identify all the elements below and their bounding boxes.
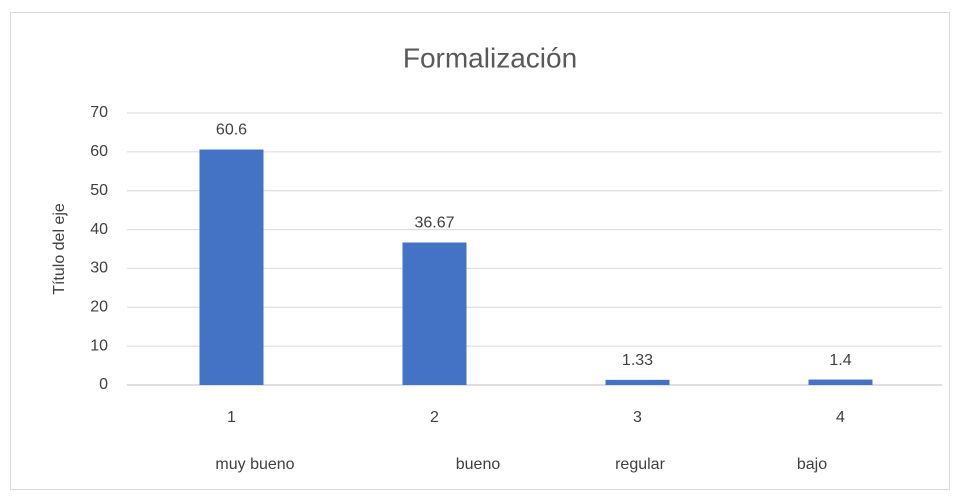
chart-border	[10, 12, 950, 490]
y-tick-label: 60	[90, 143, 108, 160]
y-tick-label: 70	[90, 104, 108, 121]
bar	[808, 379, 873, 385]
x-group-label: bueno	[456, 456, 501, 473]
x-tick-label: 4	[836, 409, 845, 426]
y-axis-title: Título del eje	[51, 203, 68, 295]
y-tick-label: 0	[99, 376, 108, 393]
bar	[199, 149, 264, 385]
x-group-label: muy bueno	[215, 456, 294, 473]
y-tick-label: 20	[90, 299, 108, 316]
data-label: 1.4	[829, 352, 851, 369]
y-tick-label: 50	[90, 182, 108, 199]
bar	[402, 242, 467, 385]
x-tick-label: 1	[227, 409, 236, 426]
data-label: 36.67	[414, 215, 454, 232]
data-label: 1.33	[622, 352, 653, 369]
data-label: 60.6	[216, 122, 247, 139]
y-tick-label: 10	[90, 337, 108, 354]
y-tick-label: 30	[90, 260, 108, 277]
x-tick-label: 2	[430, 409, 439, 426]
x-group-label: bajo	[797, 456, 827, 473]
bar	[605, 379, 670, 385]
y-tick-label: 40	[90, 221, 108, 238]
x-tick-label: 3	[633, 409, 642, 426]
x-group-label: regular	[615, 456, 665, 473]
chart-title: Formalización	[403, 42, 577, 73]
